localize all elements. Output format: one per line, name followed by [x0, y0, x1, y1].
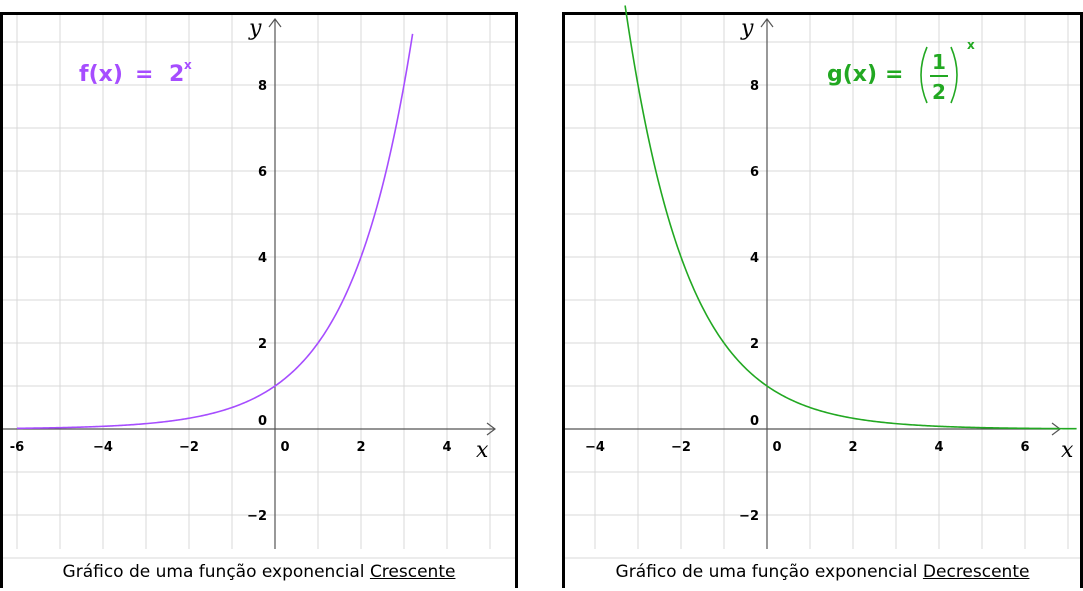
formula-lhs: g(x): [827, 62, 877, 87]
y-tick-label: 2: [750, 337, 759, 352]
y-tick-label: 6: [750, 165, 759, 180]
y-tick-label: 0: [258, 414, 267, 429]
x-tick-label: 4: [934, 440, 943, 455]
x-tick-label: 0: [280, 440, 289, 455]
caption-decreasing: Gráfico de uma função exponencial Decres…: [565, 558, 1080, 588]
formula-equals: =: [135, 62, 153, 87]
y-tick-label: 6: [258, 165, 267, 180]
formula-equals: =: [885, 62, 903, 87]
formula-denominator: 2: [932, 80, 946, 104]
formula-base: 2: [169, 62, 184, 87]
x-axis-label: x: [1061, 438, 1074, 463]
formula-exponent: x: [967, 38, 975, 52]
caption-emphasis: Crescente: [370, 562, 456, 582]
y-tick-label: 4: [258, 251, 267, 266]
formula-numerator: 1: [932, 50, 946, 74]
caption-text: Gráfico de uma função exponencial: [63, 562, 370, 582]
y-tick-label: 4: [750, 251, 759, 266]
x-tick-label: 6: [1020, 440, 1029, 455]
y-axis-label: y: [248, 16, 262, 41]
x-tick-label: −2: [671, 440, 691, 455]
x-tick-label: −2: [179, 440, 199, 455]
formula-exponent: x: [184, 58, 192, 72]
x-tick-label: 2: [848, 440, 857, 455]
y-tick-label: 8: [258, 79, 267, 94]
x-tick-label: -6: [10, 440, 24, 455]
formula-right-paren: [951, 47, 957, 103]
y-tick-label: 8: [750, 79, 759, 94]
function-curve: [17, 34, 413, 428]
grid: [3, 15, 515, 558]
caption-emphasis: Decrescente: [923, 562, 1030, 582]
x-tick-label: −4: [585, 440, 605, 455]
y-tick-label: 0: [750, 414, 759, 429]
x-axis-label: x: [476, 438, 489, 463]
y-tick-label: −2: [247, 509, 267, 524]
x-tick-label: 2: [356, 440, 365, 455]
formula-lhs: f(x): [79, 62, 123, 87]
x-tick-label: 4: [442, 440, 451, 455]
chart-decreasing: x y −4 −2 0 2 4 6 8 6 4 2 0 −2 g(x) = 1 2 x: [565, 15, 1083, 591]
caption-text: Gráfico de uma função exponencial: [616, 562, 923, 582]
function-formula: g(x) = 1 2 x: [827, 38, 975, 104]
y-tick-label: 2: [258, 337, 267, 352]
x-tick-label: 0: [772, 440, 781, 455]
chart-panel-decreasing: x y −4 −2 0 2 4 6 8 6 4 2 0 −2 g(x) = 1 2 x Gráfico de uma…: [562, 12, 1083, 588]
formula-left-paren: [921, 47, 927, 103]
y-axis-label: y: [740, 16, 754, 41]
y-tick-label: −2: [739, 509, 759, 524]
grid: [565, 15, 1080, 558]
caption-increasing: Gráfico de uma função exponencial Cresce…: [3, 558, 515, 588]
x-tick-label: −4: [93, 440, 113, 455]
